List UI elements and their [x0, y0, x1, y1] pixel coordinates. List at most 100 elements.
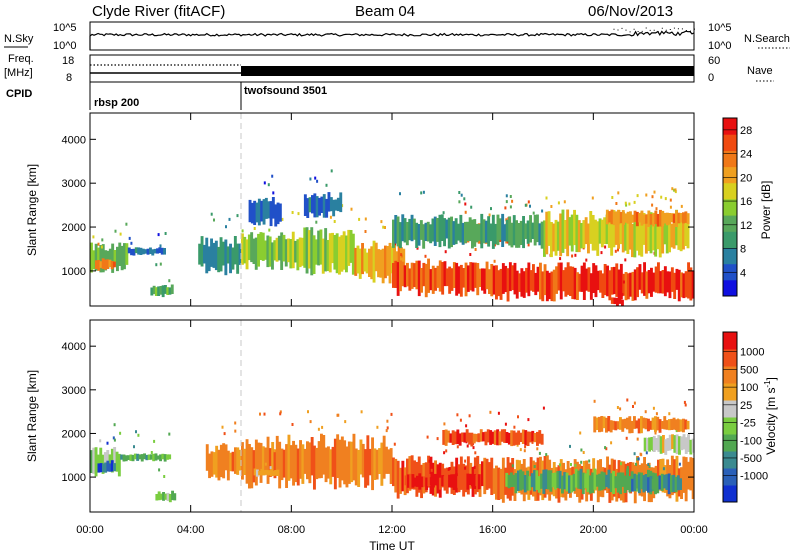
data-cell: [529, 431, 532, 443]
data-cell: [310, 227, 314, 276]
data-cell: [642, 475, 646, 493]
colorbar-swatch: [723, 417, 737, 435]
data-cell: [476, 263, 480, 296]
data-speckle: [445, 449, 448, 453]
data-cell: [493, 430, 497, 445]
data-cell: [577, 470, 581, 489]
data-cell: [607, 220, 611, 248]
data-cell: [443, 261, 447, 287]
data-cell: [372, 240, 376, 283]
data-cell: [462, 268, 466, 288]
data-speckle: [524, 203, 527, 207]
data-speckle: [488, 213, 491, 217]
data-cell: [679, 217, 683, 252]
data-speckle: [600, 251, 603, 255]
data-speckle: [550, 205, 553, 208]
data-cell: [531, 222, 535, 239]
data-cell: [260, 200, 264, 222]
data-speckle: [619, 407, 622, 411]
data-cell: [329, 449, 333, 485]
data-speckle: [385, 429, 388, 433]
data-cell: [113, 463, 116, 472]
data-cell: [152, 285, 156, 295]
data-cell: [480, 213, 484, 249]
data-cell: [673, 435, 677, 453]
data-cell: [420, 476, 424, 488]
data-cell: [678, 436, 681, 455]
data-cell: [354, 247, 358, 276]
data-speckle: [504, 206, 507, 210]
colorbar-swatch: [723, 134, 737, 151]
data-cell: [392, 263, 395, 288]
data-cell: [314, 239, 318, 265]
data-cell: [691, 458, 695, 500]
data-cell: [659, 459, 663, 491]
data-cell: [647, 418, 650, 432]
data-speckle: [458, 200, 461, 204]
x-tick-label: 00:00: [76, 524, 104, 536]
data-cell: [481, 268, 484, 291]
data-cell: [394, 260, 398, 288]
data-region: [643, 412, 695, 455]
data-cell: [647, 210, 651, 227]
data-cell: [482, 219, 486, 244]
data-speckle: [591, 196, 594, 200]
data-speckle: [585, 258, 588, 262]
data-cell: [525, 267, 528, 293]
colorbar-tick-label: 25: [740, 400, 752, 412]
data-speckle: [135, 430, 137, 434]
data-cell: [166, 454, 169, 460]
data-region: [296, 204, 355, 276]
colorbar-swatch: [723, 468, 737, 486]
data-cell: [374, 242, 378, 272]
data-cell: [271, 197, 275, 219]
data-cell: [610, 211, 614, 256]
data-cell: [166, 287, 170, 295]
data-cell: [342, 231, 346, 270]
data-cell: [679, 213, 683, 223]
data-cell: [663, 474, 666, 489]
data-cell: [385, 446, 388, 474]
noise-left-tick-bottom: 10^0: [53, 40, 77, 52]
colorbar-tick-label: 4: [740, 267, 746, 279]
data-cell: [635, 211, 639, 227]
data-cell: [503, 224, 507, 242]
data-cell: [222, 241, 225, 266]
data-cell: [463, 432, 467, 443]
data-cell: [266, 235, 270, 268]
data-cell: [408, 456, 412, 491]
colorbar-swatch: [723, 451, 737, 469]
data-speckle: [384, 226, 386, 229]
data-cell: [278, 441, 282, 489]
colorbar-swatch: [723, 118, 737, 135]
data-cell: [136, 453, 140, 461]
data-cell: [90, 242, 93, 273]
freq-band-late: [241, 66, 694, 76]
data-speckle: [662, 467, 665, 471]
data-cell: [331, 446, 335, 477]
data-cell: [477, 433, 481, 443]
y-tick-label: 1000: [62, 266, 86, 278]
data-speckle: [524, 445, 527, 449]
data-speckle: [221, 425, 224, 429]
data-cell: [664, 439, 668, 455]
data-cell: [536, 266, 540, 292]
data-cell: [657, 262, 660, 294]
data-speckle: [569, 444, 571, 448]
data-cell: [691, 270, 695, 299]
data-cell: [614, 421, 618, 431]
colorbar-swatch: [723, 231, 737, 248]
data-cell: [449, 433, 453, 443]
colorbar-tick-label: 8: [740, 244, 746, 256]
data-speckle: [263, 181, 266, 185]
data-cell: [151, 249, 155, 256]
data-cell: [543, 264, 547, 296]
data-cell: [112, 261, 116, 268]
data-speckle: [466, 444, 469, 448]
data-cell: [614, 476, 618, 489]
data-cell: [452, 221, 456, 245]
data-speckle: [269, 466, 272, 470]
data-speckle: [660, 195, 663, 199]
data-cell: [173, 493, 177, 501]
data-cell: [656, 218, 660, 250]
